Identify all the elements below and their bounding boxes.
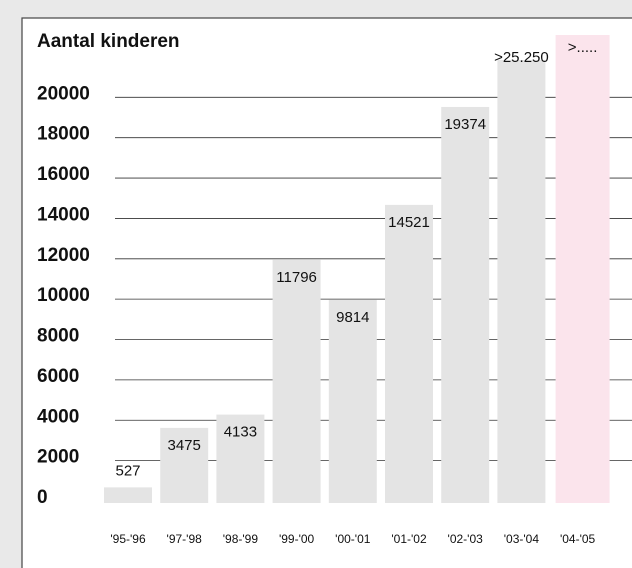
value-label: >25.250 — [494, 49, 549, 66]
bar — [385, 204, 433, 503]
y-tick-label: 20000 — [37, 83, 90, 104]
y-tick-label: 14000 — [37, 204, 90, 225]
value-label: 11796 — [276, 269, 317, 286]
y-tick-label: 2000 — [37, 447, 79, 468]
value-label: 19374 — [444, 116, 486, 133]
y-tick-label: 6000 — [37, 366, 79, 387]
y-tick-label: 16000 — [37, 164, 90, 185]
forecast-bar — [555, 35, 610, 503]
bar — [272, 259, 321, 503]
x-tick-label: '04-'05 — [560, 532, 596, 546]
value-label: 3475 — [168, 437, 201, 454]
y-tick-label: 0 — [37, 487, 48, 508]
x-tick-label: '00-'01 — [335, 532, 371, 546]
x-tick-label: '98-'99 — [223, 532, 259, 546]
x-tick-label: '99-'00 — [279, 532, 315, 546]
bar — [441, 106, 490, 503]
bar — [160, 427, 209, 503]
y-tick-label: 4000 — [37, 406, 79, 427]
y-tick-label: 12000 — [37, 245, 90, 266]
x-tick-label: '95-'96 — [110, 532, 146, 546]
bar — [104, 487, 152, 503]
value-label: 9814 — [336, 309, 369, 326]
y-tick-label: 10000 — [37, 285, 90, 306]
x-tick-label: '02-'03 — [448, 532, 484, 546]
bar — [497, 60, 546, 503]
y-tick-label: 18000 — [37, 124, 90, 145]
value-label: 14521 — [388, 214, 430, 231]
chart-title: Aantal kinderen — [37, 31, 180, 52]
value-label: 527 — [115, 462, 140, 479]
y-tick-label: 8000 — [37, 326, 79, 347]
value-label: >..... — [568, 39, 598, 56]
bar — [216, 414, 265, 503]
x-tick-label: '01-'02 — [391, 532, 427, 546]
x-tick-label: '03-'04 — [504, 532, 540, 546]
bar — [328, 299, 377, 503]
x-tick-label: '97-'98 — [167, 532, 203, 546]
value-label: 4133 — [224, 424, 257, 441]
